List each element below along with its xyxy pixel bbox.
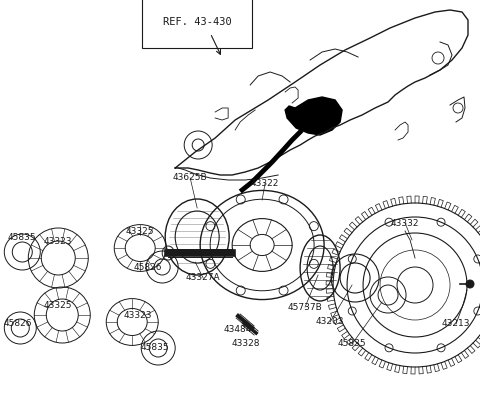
Text: 43327A: 43327A: [186, 273, 220, 283]
Text: 45835: 45835: [141, 343, 169, 352]
Text: 43323: 43323: [124, 311, 153, 320]
Polygon shape: [285, 97, 342, 135]
Text: 43625B: 43625B: [173, 173, 207, 183]
Text: 43323: 43323: [44, 237, 72, 245]
Text: 43484: 43484: [224, 326, 252, 335]
Text: 43213: 43213: [442, 320, 470, 328]
Text: 45737B: 45737B: [288, 303, 323, 311]
Circle shape: [466, 280, 474, 288]
Text: REF. 43-430: REF. 43-430: [163, 17, 231, 27]
Text: 45826: 45826: [4, 318, 33, 328]
Text: 43325: 43325: [44, 301, 72, 309]
Text: 43325: 43325: [126, 228, 155, 237]
Text: 45826: 45826: [134, 264, 162, 273]
Text: 43328: 43328: [232, 339, 260, 348]
Text: 43332: 43332: [391, 219, 420, 228]
Text: 43203: 43203: [316, 318, 344, 326]
Text: 45835: 45835: [338, 339, 366, 348]
Text: 43322: 43322: [251, 179, 279, 188]
Text: 45835: 45835: [8, 232, 36, 241]
